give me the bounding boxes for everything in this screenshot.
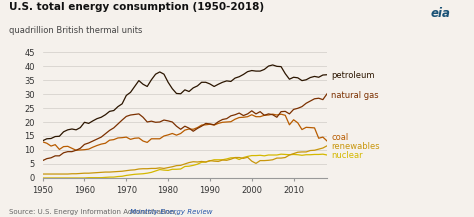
Text: eia: eia bbox=[430, 7, 450, 20]
Text: U.S. total energy consumption (1950-2018): U.S. total energy consumption (1950-2018… bbox=[9, 2, 264, 12]
Text: natural gas: natural gas bbox=[331, 91, 379, 100]
Text: Source: U.S. Energy Information Administration,: Source: U.S. Energy Information Administ… bbox=[9, 209, 180, 215]
Text: quadrillion British thermal units: quadrillion British thermal units bbox=[9, 26, 143, 35]
Text: nuclear: nuclear bbox=[331, 151, 363, 160]
Text: petroleum: petroleum bbox=[331, 71, 375, 80]
Text: renewables: renewables bbox=[331, 142, 380, 151]
Text: Monthly Energy Review: Monthly Energy Review bbox=[130, 209, 213, 215]
Text: coal: coal bbox=[331, 133, 348, 142]
